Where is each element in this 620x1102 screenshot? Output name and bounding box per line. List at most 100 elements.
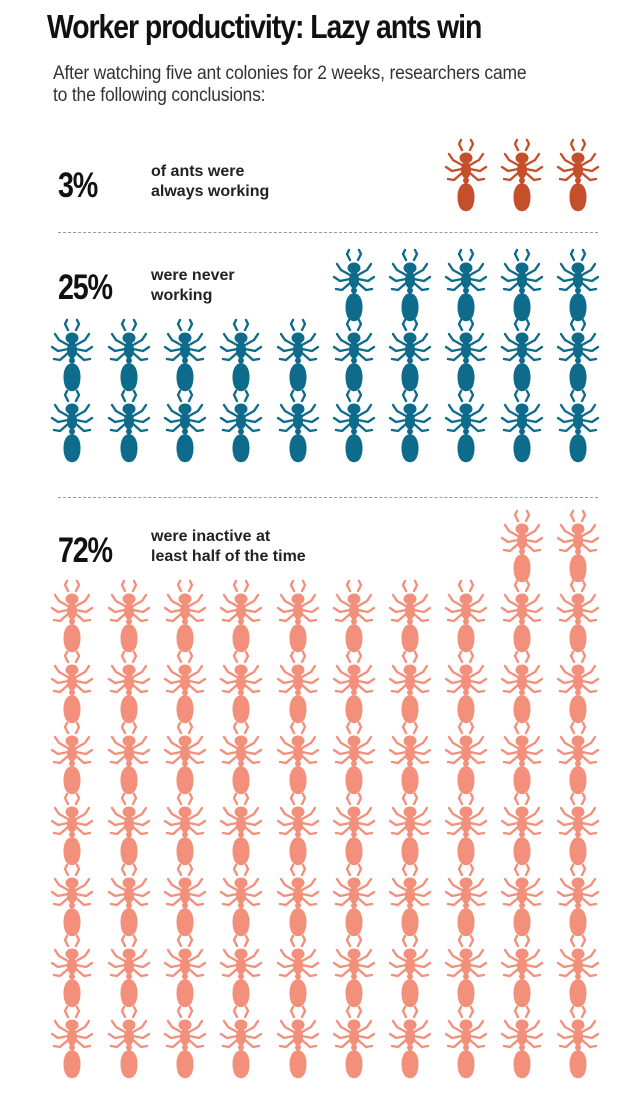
ant-icon	[444, 1005, 488, 1080]
ant-icon	[276, 863, 320, 938]
always-working-description: of ants were always working	[151, 162, 269, 202]
ant-icon	[556, 1005, 600, 1080]
ant-icon	[444, 934, 488, 1009]
ant-icon	[388, 1005, 432, 1080]
ant-icon	[556, 934, 600, 1009]
ant-icon	[332, 1005, 376, 1080]
inactive-description: were inactive at least half of the time	[151, 527, 306, 567]
ant-icon	[500, 934, 544, 1009]
ant-icon	[107, 579, 151, 654]
never-working-line1: were never	[151, 267, 235, 284]
ant-icon	[500, 792, 544, 867]
ant-icon	[276, 318, 320, 393]
ant-icon	[50, 721, 94, 796]
ant-icon	[556, 138, 600, 213]
ant-icon	[219, 1005, 263, 1080]
chart-subtitle: After watching five ant colonies for 2 w…	[53, 63, 527, 106]
ant-icon	[276, 1005, 320, 1080]
ant-icon	[276, 721, 320, 796]
ant-icon	[107, 318, 151, 393]
ant-icon	[500, 389, 544, 464]
ant-icon	[500, 579, 544, 654]
ant-icon	[219, 318, 263, 393]
ant-icon	[556, 389, 600, 464]
inactive-line2: least half of the time	[151, 548, 306, 565]
ant-icon	[556, 248, 600, 323]
ant-icon	[556, 650, 600, 725]
ant-icon	[444, 138, 488, 213]
ant-icon	[444, 579, 488, 654]
ant-icon	[163, 934, 207, 1009]
ant-icon	[50, 792, 94, 867]
ant-icon	[444, 389, 488, 464]
ant-icon	[276, 934, 320, 1009]
ant-icon	[50, 389, 94, 464]
ant-icon	[219, 579, 263, 654]
never-working-description: were never working	[151, 266, 235, 306]
ant-icon	[556, 318, 600, 393]
ant-icon	[50, 934, 94, 1009]
ant-icon	[332, 934, 376, 1009]
ant-icon	[50, 579, 94, 654]
ant-icon	[556, 721, 600, 796]
ant-icon	[219, 721, 263, 796]
ant-icon	[388, 863, 432, 938]
ant-icon	[332, 579, 376, 654]
ant-icon	[219, 792, 263, 867]
ant-icon	[444, 248, 488, 323]
ant-icon	[107, 863, 151, 938]
ant-icon	[276, 792, 320, 867]
ant-icon	[163, 863, 207, 938]
ant-icon	[163, 389, 207, 464]
ant-icon	[332, 389, 376, 464]
ant-icon	[107, 650, 151, 725]
ant-icon	[444, 792, 488, 867]
never-working-line2: working	[151, 287, 213, 304]
ant-icon	[500, 318, 544, 393]
inactive-percent: 72%	[58, 531, 113, 570]
ant-icon	[500, 1005, 544, 1080]
ant-icon	[163, 792, 207, 867]
ant-icon	[444, 650, 488, 725]
ant-icon	[332, 318, 376, 393]
ant-icon	[556, 579, 600, 654]
ant-icon	[388, 318, 432, 393]
ant-icon	[107, 1005, 151, 1080]
ant-icon	[500, 863, 544, 938]
ant-icon	[556, 792, 600, 867]
ant-icon	[107, 934, 151, 1009]
ant-icon	[500, 138, 544, 213]
ant-icon	[444, 721, 488, 796]
ant-icon	[332, 650, 376, 725]
chart-title: Worker productivity: Lazy ants win	[47, 8, 482, 45]
inactive-line1: were inactive at	[151, 528, 271, 545]
ant-icon	[163, 1005, 207, 1080]
ant-icon	[332, 863, 376, 938]
ant-icon	[500, 509, 544, 584]
ant-icon	[50, 1005, 94, 1080]
ant-icon	[163, 721, 207, 796]
ant-icon	[276, 389, 320, 464]
ant-icon	[50, 863, 94, 938]
ant-icon	[107, 389, 151, 464]
ant-icon	[500, 721, 544, 796]
ant-icon	[163, 318, 207, 393]
ant-icon	[388, 389, 432, 464]
always-working-percent: 3%	[58, 166, 98, 205]
ant-icon	[276, 650, 320, 725]
ant-icon	[500, 650, 544, 725]
ant-icon	[388, 792, 432, 867]
never-working-percent: 25%	[58, 268, 113, 307]
ant-icon	[50, 650, 94, 725]
ant-icon	[163, 650, 207, 725]
ant-icon	[388, 721, 432, 796]
ant-icon	[50, 318, 94, 393]
ant-icon	[332, 721, 376, 796]
always-working-line2: always working	[151, 183, 270, 200]
ant-icon	[219, 650, 263, 725]
ant-icon	[444, 318, 488, 393]
ant-icon	[332, 248, 376, 323]
ant-icon	[388, 934, 432, 1009]
ant-icon	[332, 792, 376, 867]
